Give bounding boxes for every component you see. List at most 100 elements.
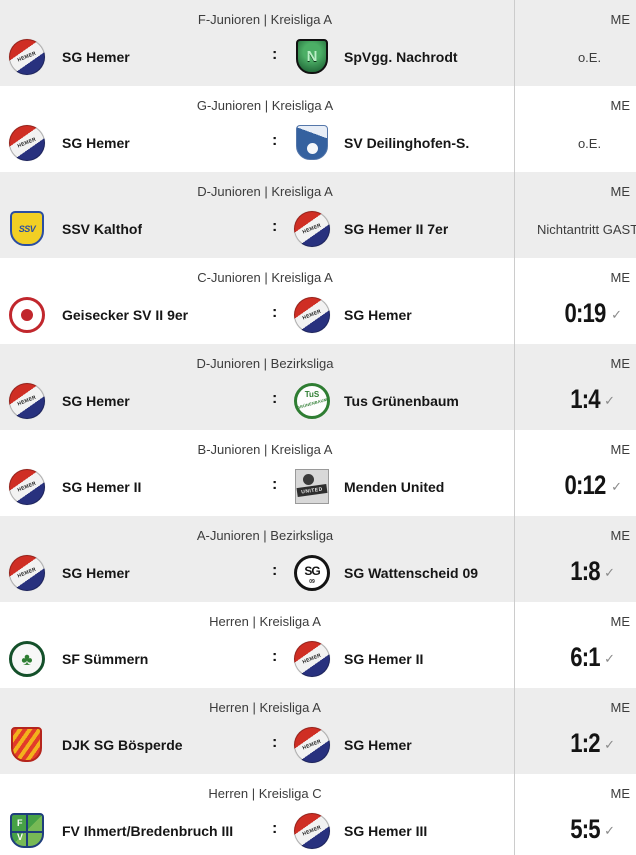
result-value: 6:1 bbox=[570, 642, 600, 672]
sf-suemmern-logo bbox=[9, 641, 45, 677]
me-label: ME bbox=[610, 98, 631, 113]
away-team-name: SG Hemer III bbox=[344, 823, 428, 839]
sg-hemer-logo bbox=[9, 39, 45, 75]
match-row[interactable]: B-Junioren | Kreisliga A ME SG Hemer II … bbox=[0, 430, 636, 516]
result-value: Nichtantritt GAST bbox=[537, 222, 636, 237]
match-row[interactable]: A-Junioren | Bezirksliga ME SG Hemer : S… bbox=[0, 516, 636, 602]
league-label: Herren | Kreisliga C bbox=[208, 786, 322, 801]
league-label: D-Junioren | Kreisliga A bbox=[197, 184, 333, 199]
score-separator: : bbox=[272, 218, 278, 235]
away-team-name: SG Hemer II bbox=[344, 651, 424, 667]
ssv-kalthof-logo bbox=[10, 211, 44, 246]
sg-hemer-logo bbox=[9, 469, 45, 505]
tus-gruenenbaum-logo bbox=[294, 383, 330, 419]
league-label: G-Junioren | Kreisliga A bbox=[196, 98, 334, 113]
match-result[interactable]: 0:19 ✓ bbox=[541, 298, 636, 328]
home-team-name: FV Ihmert/Bredenbruch III bbox=[62, 823, 234, 839]
score-separator: : bbox=[272, 390, 278, 407]
sg-wattenscheid-09-logo bbox=[294, 555, 330, 591]
match-result[interactable]: o.E.✓ bbox=[543, 136, 636, 151]
score-separator: : bbox=[272, 46, 278, 63]
result-value: 1:4 bbox=[570, 384, 600, 414]
league-label: F-Junioren | Kreisliga A bbox=[197, 12, 333, 27]
check-icon: ✓ bbox=[604, 651, 615, 666]
sg-hemer-logo bbox=[9, 125, 45, 161]
away-team-name: SG Hemer bbox=[344, 307, 412, 323]
spvgg-nachrodt-logo bbox=[296, 39, 328, 74]
me-label: ME bbox=[610, 12, 631, 27]
sv-deilinghofen-logo bbox=[296, 125, 328, 160]
league-label: Herren | Kreisliga A bbox=[209, 614, 321, 629]
league-label: C-Junioren | Kreisliga A bbox=[197, 270, 333, 285]
home-team-name: SG Hemer bbox=[62, 49, 130, 65]
check-icon: ✓ bbox=[604, 823, 615, 838]
match-row[interactable]: Herren | Kreisliga A ME SF Sümmern : SG … bbox=[0, 602, 636, 688]
sg-hemer-logo bbox=[294, 211, 330, 247]
away-team-name: SG Wattenscheid 09 bbox=[344, 565, 479, 581]
score-separator: : bbox=[272, 648, 278, 665]
home-team-name: DJK SG Bösperde bbox=[62, 737, 183, 753]
fv-ihmert-bredenbruch-logo bbox=[10, 813, 44, 848]
match-row[interactable]: Herren | Kreisliga C ME FV Ihmert/Breden… bbox=[0, 774, 636, 855]
away-team-name: SV Deilinghofen-S. bbox=[344, 135, 470, 151]
match-row[interactable]: G-Junioren | Kreisliga A ME SG Hemer : S… bbox=[0, 86, 636, 172]
sg-hemer-logo bbox=[9, 555, 45, 591]
sg-hemer-logo bbox=[294, 297, 330, 333]
result-value: o.E. bbox=[577, 136, 602, 151]
me-label: ME bbox=[610, 786, 631, 801]
score-separator: : bbox=[272, 820, 278, 837]
match-row[interactable]: D-Junioren | Kreisliga A ME SSV Kalthof … bbox=[0, 172, 636, 258]
away-team-name: SpVgg. Nachrodt bbox=[344, 49, 458, 65]
league-label: A-Junioren | Bezirksliga bbox=[196, 528, 334, 543]
match-result[interactable]: 5:5 ✓ bbox=[541, 814, 636, 844]
match-result[interactable]: 1:4 ✓ bbox=[541, 384, 636, 414]
result-value: 0:12 bbox=[564, 470, 607, 500]
match-result[interactable]: 1:8 ✓ bbox=[541, 556, 636, 586]
match-row[interactable]: Herren | Kreisliga A ME DJK SG Bösperde … bbox=[0, 688, 636, 774]
match-result[interactable]: Nichtantritt GAST✓ bbox=[537, 222, 636, 237]
home-team-name: SG Hemer bbox=[62, 565, 130, 581]
result-value: 1:8 bbox=[570, 556, 600, 586]
score-separator: : bbox=[272, 132, 278, 149]
league-label: B-Junioren | Kreisliga A bbox=[197, 442, 333, 457]
result-value: 1:2 bbox=[570, 728, 600, 758]
away-team-name: SG Hemer bbox=[344, 737, 412, 753]
check-icon: ✓ bbox=[604, 565, 615, 580]
sg-hemer-logo bbox=[294, 813, 330, 849]
me-label: ME bbox=[610, 184, 631, 199]
result-value: 5:5 bbox=[570, 814, 600, 844]
match-row[interactable]: C-Junioren | Kreisliga A ME Geisecker SV… bbox=[0, 258, 636, 344]
score-separator: : bbox=[272, 476, 278, 493]
match-row[interactable]: D-Junioren | Bezirksliga ME SG Hemer : T… bbox=[0, 344, 636, 430]
geisecker-sv-logo bbox=[9, 297, 45, 333]
column-divider bbox=[514, 0, 515, 855]
result-value: 0:19 bbox=[564, 298, 607, 328]
score-separator: : bbox=[272, 734, 278, 751]
check-icon: ✓ bbox=[604, 393, 615, 408]
check-icon: ✓ bbox=[611, 307, 622, 322]
me-label: ME bbox=[610, 356, 631, 371]
sg-hemer-logo bbox=[294, 727, 330, 763]
league-label: D-Junioren | Bezirksliga bbox=[196, 356, 334, 371]
djk-sg-boesperde-logo bbox=[11, 727, 42, 762]
home-team-name: SG Hemer II bbox=[62, 479, 142, 495]
match-result[interactable]: o.E.✓ bbox=[543, 50, 636, 65]
result-value: o.E. bbox=[577, 50, 602, 65]
away-team-name: SG Hemer II 7er bbox=[344, 221, 449, 237]
score-separator: : bbox=[272, 304, 278, 321]
match-result[interactable]: 1:2 ✓ bbox=[541, 728, 636, 758]
me-label: ME bbox=[610, 442, 631, 457]
me-label: ME bbox=[610, 700, 631, 715]
score-separator: : bbox=[272, 562, 278, 579]
away-team-name: Tus Grünenbaum bbox=[344, 393, 459, 409]
match-result[interactable]: 6:1 ✓ bbox=[541, 642, 636, 672]
menden-united-logo bbox=[295, 469, 329, 504]
match-result[interactable]: 0:12 ✓ bbox=[541, 470, 636, 500]
check-icon: ✓ bbox=[611, 479, 622, 494]
sg-hemer-logo bbox=[9, 383, 45, 419]
match-row[interactable]: F-Junioren | Kreisliga A ME SG Hemer : S… bbox=[0, 0, 636, 86]
home-team-name: SSV Kalthof bbox=[62, 221, 143, 237]
sg-hemer-logo bbox=[294, 641, 330, 677]
